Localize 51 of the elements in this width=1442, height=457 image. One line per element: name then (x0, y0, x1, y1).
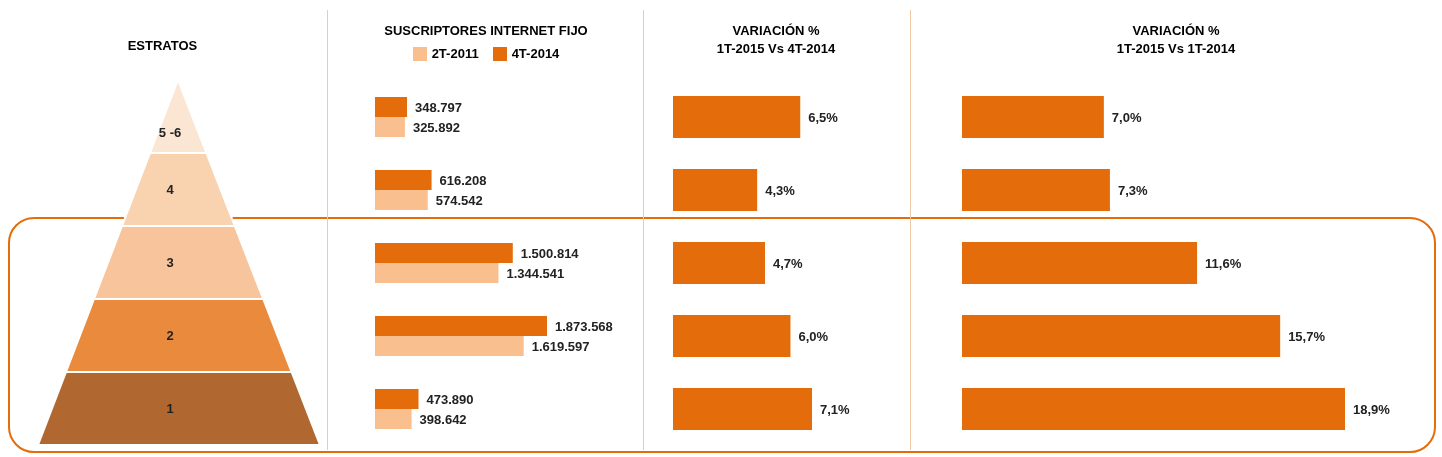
y-tick-label: 3 (165, 255, 175, 271)
data-label: 1.500.814 (520, 245, 580, 261)
bar (375, 190, 428, 210)
data-label: 4,3% (765, 182, 796, 198)
bar (962, 315, 1281, 357)
data-label: 473.890 (426, 391, 474, 407)
bar (962, 242, 1198, 284)
data-label: 7,1% (820, 401, 851, 417)
data-label: 1.344.541 (506, 265, 565, 281)
data-label: 4,7% (773, 255, 804, 271)
bar (673, 388, 812, 430)
bar (375, 97, 408, 117)
bar (962, 169, 1110, 211)
bar (673, 169, 758, 211)
y-tick-label: 5 -6 (157, 125, 183, 141)
data-label: 18,9% (1353, 401, 1391, 417)
chart-title: VARIACIÓN % 1T-2015 Vs 4T-2014 (715, 22, 837, 58)
chart-title: SUSCRIPTORES INTERNET FIJO (383, 22, 589, 40)
y-tick-label: 4 (165, 182, 175, 198)
data-label: 616.208 (439, 172, 487, 188)
bar (962, 96, 1104, 138)
y-tick-label: 2 (165, 328, 175, 344)
data-label: 15,7% (1288, 328, 1326, 344)
bar (375, 263, 499, 283)
data-label: 574.542 (435, 192, 483, 208)
bar (962, 388, 1345, 430)
legend-label: 2T-2011 (430, 46, 479, 61)
bar (673, 315, 791, 357)
bar (375, 409, 412, 429)
data-label: 7,3% (1117, 182, 1148, 198)
bar (673, 96, 801, 138)
data-label: 1.873.568 (555, 318, 613, 334)
chart-title: VARIACIÓN % 1T-2015 Vs 1T-2014 (1115, 22, 1237, 58)
bar (375, 243, 513, 263)
data-label: 348.797 (415, 99, 463, 115)
bar (375, 336, 524, 356)
bar (375, 316, 547, 336)
y-tick-label: 1 (165, 401, 175, 417)
bar (375, 117, 405, 137)
data-label: 6,5% (808, 109, 839, 125)
y-axis-title: ESTRATOS (126, 38, 199, 53)
bar (375, 170, 432, 190)
data-label: 325.892 (412, 119, 460, 135)
bar (375, 389, 419, 409)
data-label: 11,6% (1205, 255, 1242, 271)
data-label: 7,0% (1111, 109, 1142, 125)
data-label: 398.642 (419, 411, 467, 427)
data-label: 1.619.597 (531, 338, 590, 354)
data-label: 6,0% (798, 328, 829, 344)
bar (673, 242, 766, 284)
legend-label: 4T-2014 (510, 46, 560, 61)
